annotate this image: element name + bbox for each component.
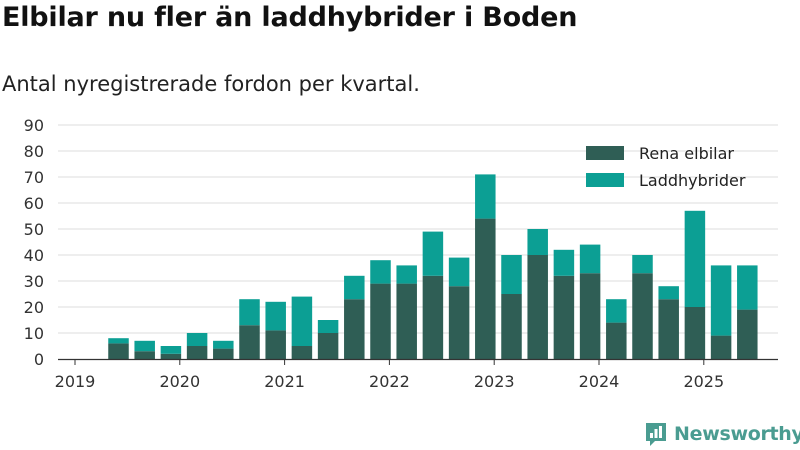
gridlines xyxy=(58,124,778,334)
bar-laddhybrider xyxy=(527,229,548,255)
chart-subtitle: Antal nyregistrerade fordon per kvartal. xyxy=(2,72,420,96)
bar-laddhybrider xyxy=(606,299,627,323)
legend-swatch xyxy=(586,146,624,160)
bar-rena-elbilar xyxy=(553,275,575,359)
bar-rena-elbilar xyxy=(710,335,732,359)
bar-rena-elbilar xyxy=(475,218,496,359)
bar-rena-elbilar xyxy=(579,273,601,359)
x-tick-label: 2022 xyxy=(369,372,410,391)
bar-laddhybrider xyxy=(658,286,679,300)
legend: Rena elbilar Laddhybrider xyxy=(586,144,746,190)
bar-rena-elbilar xyxy=(422,275,444,359)
bar-rena-elbilar xyxy=(213,348,234,359)
y-tick-label: 30 xyxy=(24,272,44,291)
bar-laddhybrider xyxy=(579,244,601,274)
bar-rena-elbilar xyxy=(291,346,313,359)
x-tick-label: 2024 xyxy=(579,372,620,391)
bar-rena-elbilar xyxy=(265,330,286,359)
chart-title: Elbilar nu fler än laddhybrider i Boden xyxy=(2,2,578,33)
bar-laddhybrider xyxy=(160,346,182,354)
bar-rena-elbilar xyxy=(737,309,758,359)
bar-rena-elbilar xyxy=(317,333,339,359)
bar-rena-elbilar xyxy=(448,286,470,359)
y-tick-label: 80 xyxy=(24,142,44,161)
bar-rena-elbilar xyxy=(684,307,706,359)
bar-rena-elbilar xyxy=(606,322,627,359)
bar-laddhybrider xyxy=(239,299,260,326)
y-tick-label: 70 xyxy=(24,168,44,187)
bar-rena-elbilar xyxy=(160,353,182,359)
legend-swatch xyxy=(586,173,624,187)
bar-laddhybrider xyxy=(344,275,365,300)
bar-laddhybrider xyxy=(448,257,470,287)
y-tick-label: 0 xyxy=(34,350,44,369)
bar-rena-elbilar xyxy=(658,299,679,359)
bar-rena-elbilar xyxy=(632,273,653,359)
bar-laddhybrider xyxy=(108,338,129,344)
stacked-bar-chart: 0 10 20 30 40 50 60 70 80 90 2019 2020 2021 2022 2023… xyxy=(24,116,778,391)
x-tick-label: 2025 xyxy=(683,372,724,391)
bar-laddhybrider xyxy=(291,296,313,346)
bar-laddhybrider xyxy=(710,265,732,336)
legend-label: Rena elbilar xyxy=(639,144,734,163)
brand-name: Newsworthy xyxy=(674,423,800,445)
bar-laddhybrider xyxy=(684,210,706,307)
bar-laddhybrider xyxy=(475,174,496,219)
bar-laddhybrider xyxy=(632,255,653,274)
bar-laddhybrider xyxy=(134,340,155,352)
y-axis: 0 10 20 30 40 50 60 70 80 90 xyxy=(24,116,44,369)
bar-rena-elbilar xyxy=(396,283,417,359)
bar-rena-elbilar xyxy=(108,343,129,359)
bar-laddhybrider xyxy=(186,333,208,346)
bar-rena-elbilar xyxy=(527,255,548,359)
bar-rena-elbilar xyxy=(501,294,522,359)
x-tick-label: 2023 xyxy=(474,372,515,391)
bar-laddhybrider xyxy=(737,265,758,310)
bars xyxy=(108,174,758,359)
bar-laddhybrider xyxy=(317,320,339,333)
y-tick-label: 50 xyxy=(24,220,44,239)
bar-rena-elbilar xyxy=(239,325,260,359)
x-tick-label: 2021 xyxy=(264,372,305,391)
x-tick-label: 2020 xyxy=(159,372,200,391)
bar-rena-elbilar xyxy=(344,299,365,359)
y-tick-label: 20 xyxy=(24,298,44,317)
y-tick-label: 10 xyxy=(24,324,44,343)
bar-laddhybrider xyxy=(553,249,575,276)
bar-rena-elbilar xyxy=(186,346,208,359)
bar-laddhybrider xyxy=(265,301,286,331)
y-tick-label: 60 xyxy=(24,194,44,213)
x-tick-label: 2019 xyxy=(55,372,96,391)
x-axis: 2019 2020 2021 2022 2023 2024 2025 xyxy=(55,358,778,391)
legend-label: Laddhybrider xyxy=(639,171,746,190)
bar-laddhybrider xyxy=(370,260,391,284)
bar-laddhybrider xyxy=(501,255,522,294)
bar-rena-elbilar xyxy=(134,351,155,359)
y-tick-label: 90 xyxy=(24,116,44,135)
newsworthy-logo-icon xyxy=(646,423,666,446)
bar-laddhybrider xyxy=(213,340,234,349)
y-tick-label: 40 xyxy=(24,246,44,265)
bar-rena-elbilar xyxy=(370,283,391,359)
bar-laddhybrider xyxy=(396,265,417,284)
brand-logo: Newsworthy xyxy=(644,419,800,449)
bar-laddhybrider xyxy=(422,231,444,276)
